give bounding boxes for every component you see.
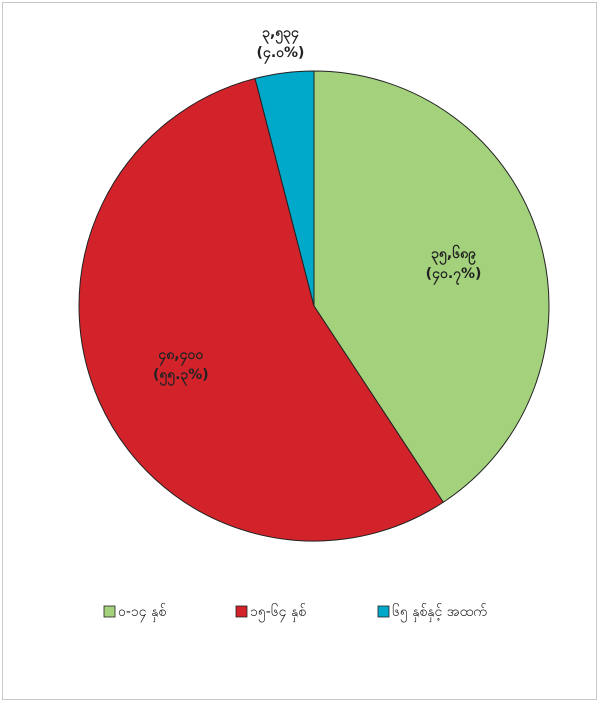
legend-swatch [377, 605, 390, 618]
value-label: ၄၈,၄၀၀ [158, 347, 204, 366]
value-label: ၃,၅၃၄ [262, 25, 299, 44]
percent-label: (၅၅.၃%) [153, 367, 209, 386]
legend-label: ၁၅-၆၄ နှစ် [250, 604, 306, 622]
legend-label: ၆၅ နှစ်နှင့် အထက် [392, 604, 487, 622]
legend-swatch [103, 605, 116, 618]
legend-swatch [235, 605, 248, 618]
legend-label: ၀-၁၄ နှစ် [118, 604, 166, 622]
percent-label: (၄.၀%) [257, 45, 305, 64]
percent-label: (၄၀.၇%) [426, 266, 482, 285]
value-label: ၃၅,၆၈၉ [431, 245, 477, 265]
pie-slice [78, 77, 444, 542]
pie-slice [254, 70, 315, 307]
